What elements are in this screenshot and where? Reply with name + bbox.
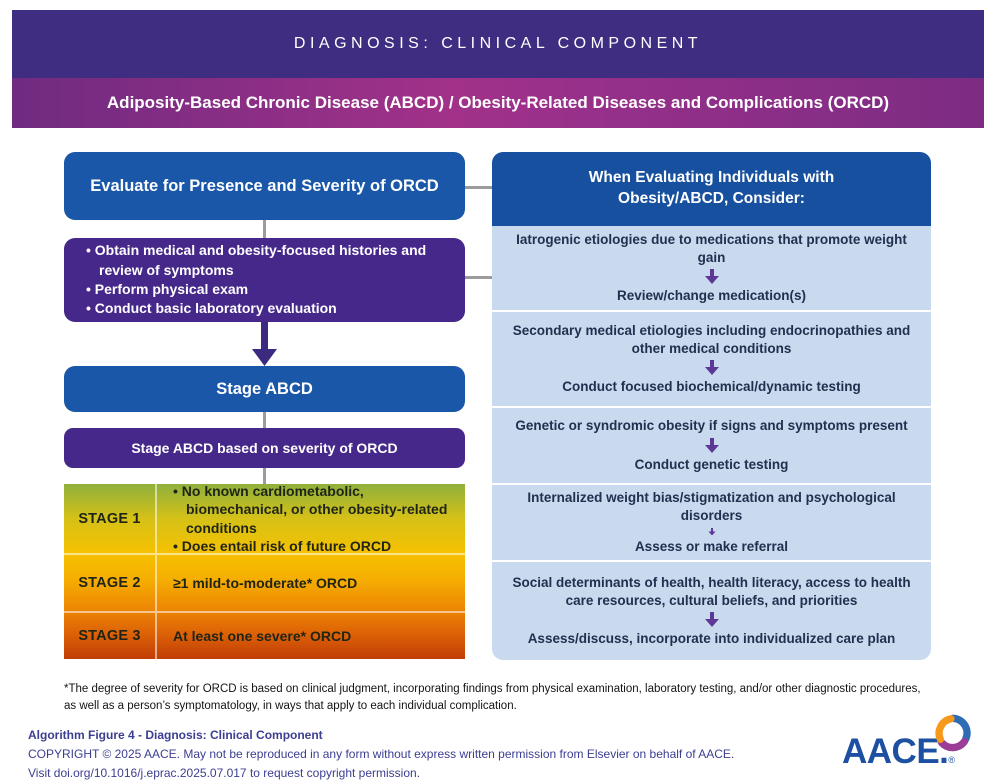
aace-swirl-icon: [935, 714, 971, 752]
connector-line: [465, 276, 492, 279]
considerations-body: Iatrogenic etiologies due to medications…: [492, 226, 931, 660]
workup-step: Conduct basic laboratory evaluation: [86, 299, 449, 318]
stage-1-item: Does entail risk of future ORCD: [173, 537, 451, 555]
considerations-header-line2: Obesity/ABCD, Consider:: [618, 190, 805, 207]
stage-severity-box: Stage ABCD based on severity of ORCD: [64, 428, 465, 468]
consideration-weight-bias: Internalized weight bias/stigmatization …: [492, 483, 931, 560]
registered-mark: ®: [948, 755, 955, 765]
connector-line: [465, 186, 492, 189]
table-row-stage-1: STAGE 1 No known cardiometabolic, biomec…: [64, 482, 465, 555]
arrow-down-icon: [704, 269, 719, 285]
consideration-social-determinants: Social determinants of health, health li…: [492, 560, 931, 660]
table-row-stage-3: STAGE 3 At least one severe* ORCD: [64, 611, 465, 659]
footer-credits: Algorithm Figure 4 - Diagnosis: Clinical…: [28, 726, 734, 782]
evaluate-orcd-box: Evaluate for Presence and Severity of OR…: [64, 152, 465, 220]
page-header-banner: DIAGNOSIS: CLINICAL COMPONENT: [12, 10, 984, 78]
consideration-statement: Genetic or syndromic obesity if signs an…: [515, 418, 908, 434]
connector-line: [263, 468, 266, 484]
consideration-statement: Social determinants of health, health li…: [512, 574, 911, 608]
aace-logo: AACE.®: [842, 712, 978, 774]
connector-line: [263, 412, 266, 428]
stage-severity-label: Stage ABCD based on severity of ORCD: [131, 440, 398, 456]
copyright-line: COPYRIGHT © 2025 AACE. May not be reprod…: [28, 746, 735, 761]
arrow-down-icon: [704, 438, 719, 453]
stage-3-item: At least one severe* ORCD: [173, 627, 352, 644]
consideration-action: Conduct focused biochemical/dynamic test…: [562, 379, 861, 395]
consideration-genetic-obesity: Genetic or syndromic obesity if signs an…: [492, 406, 931, 483]
stage-3-description: At least one severe* ORCD: [155, 613, 465, 659]
stage-abcd-label: Stage ABCD: [216, 379, 313, 398]
consideration-statement: Secondary medical etiologies including e…: [512, 322, 911, 356]
stage-2-description: ≥1 mild-to-moderate* ORCD: [155, 555, 465, 611]
stage-severity-table: STAGE 1 No known cardiometabolic, biomec…: [64, 482, 465, 659]
stage-2-item: ≥1 mild-to-moderate* ORCD: [173, 574, 358, 591]
considerations-panel: When Evaluating Individuals with Obesity…: [492, 152, 931, 660]
workup-step: Obtain medical and obesity-focused histo…: [86, 241, 449, 280]
page-subtitle: Adiposity-Based Chronic Disease (ABCD) /…: [106, 93, 890, 112]
consideration-statement: Internalized weight bias/stigmatization …: [527, 490, 896, 523]
stage-3-label: STAGE 3: [78, 628, 141, 644]
consideration-action: Review/change medication(s): [616, 288, 807, 304]
arrow-down-icon: [704, 612, 719, 628]
consideration-iatrogenic: Iatrogenic etiologies due to medications…: [492, 226, 931, 310]
considerations-header-line1: When Evaluating Individuals with: [588, 169, 835, 187]
arrow-down-icon: [704, 360, 719, 376]
figure-label: Algorithm Figure 4 - Diagnosis: Clinical…: [28, 728, 323, 742]
workup-step: Perform physical exam: [86, 280, 449, 299]
doi-line: Visit doi.org/10.1016/j.eprac.2025.07.01…: [28, 765, 421, 780]
arrow-down-icon: [252, 322, 277, 366]
stage-1-item: No known cardiometabolic, biomechanical,…: [173, 482, 451, 537]
consideration-action: Assess/discuss, incorporate into individ…: [527, 631, 896, 647]
aace-logo-text: AACE.®: [842, 732, 955, 771]
stage-1-description: No known cardiometabolic, biomechanical,…: [155, 482, 465, 555]
table-row-stage-2: STAGE 2 ≥1 mild-to-moderate* ORCD: [64, 553, 465, 611]
stage-2-label: STAGE 2: [78, 575, 141, 591]
consideration-action: Conduct genetic testing: [634, 457, 789, 472]
page-title: DIAGNOSIS: CLINICAL COMPONENT: [293, 35, 703, 52]
arrow-down-icon: [707, 527, 716, 536]
severity-footnote: *The degree of severity for ORCD is base…: [64, 683, 921, 713]
workup-steps-box: Obtain medical and obesity-focused histo…: [64, 238, 465, 322]
consideration-secondary-etiologies: Secondary medical etiologies including e…: [492, 310, 931, 406]
evaluate-orcd-label: Evaluate for Presence and Severity of OR…: [90, 176, 439, 195]
considerations-header: When Evaluating Individuals with Obesity…: [492, 152, 931, 226]
connector-line: [263, 220, 266, 238]
consideration-action: Assess or make referral: [634, 539, 789, 555]
stage-1-label: STAGE 1: [78, 510, 141, 527]
stage-abcd-box: Stage ABCD: [64, 366, 465, 412]
workup-steps-list: Obtain medical and obesity-focused histo…: [86, 241, 449, 318]
subtitle-banner: Adiposity-Based Chronic Disease (ABCD) /…: [12, 78, 984, 128]
consideration-statement: Iatrogenic etiologies due to medications…: [516, 231, 907, 265]
